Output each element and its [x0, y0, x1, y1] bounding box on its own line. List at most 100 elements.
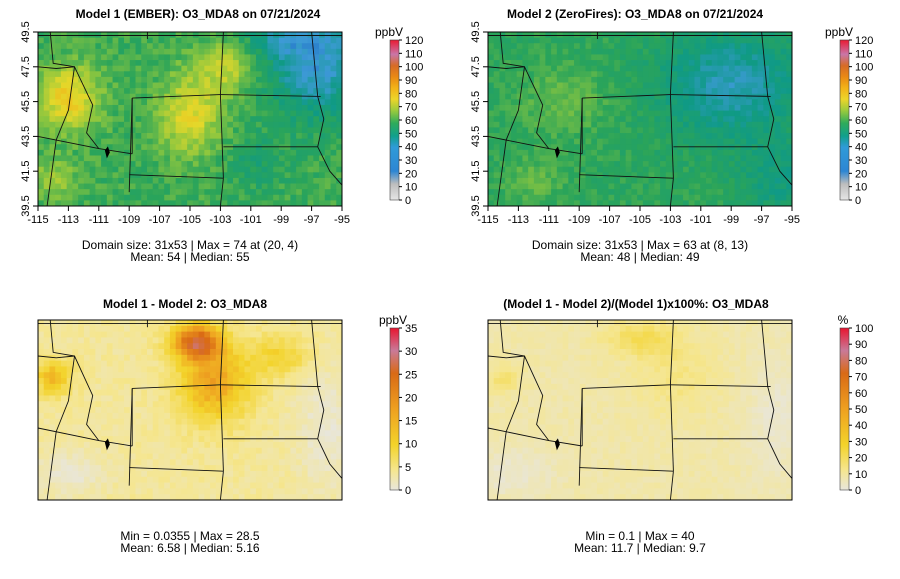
- raster-cell: [158, 354, 165, 362]
- raster-cell: [619, 189, 627, 196]
- raster-cell: [95, 441, 102, 449]
- raster-cell: [198, 88, 205, 95]
- raster-cell: [244, 447, 251, 454]
- raster-cell: [204, 116, 211, 123]
- raster-cell: [528, 172, 535, 179]
- raster-cell: [780, 166, 787, 173]
- raster-cell: [296, 476, 303, 483]
- raster-cell: [278, 337, 286, 344]
- raster-cell: [301, 121, 308, 128]
- raster-cell: [330, 32, 337, 39]
- raster-cell: [95, 337, 102, 344]
- raster-cell: [330, 65, 337, 72]
- raster-cell: [591, 161, 598, 168]
- raster-cell: [585, 166, 592, 173]
- raster-cell: [38, 401, 45, 408]
- raster-cell: [591, 76, 598, 83]
- raster-cell: [307, 337, 314, 344]
- raster-cell: [700, 172, 707, 179]
- raster-cell: [625, 110, 632, 117]
- raster-cell: [261, 144, 268, 151]
- raster-cell: [106, 366, 113, 373]
- state-borders: [487, 31, 793, 207]
- raster-cell: [694, 43, 701, 50]
- raster-cell: [83, 482, 91, 489]
- raster-cell: [290, 447, 297, 454]
- raster-cell: [591, 127, 598, 134]
- raster-cell: [152, 71, 159, 78]
- raster-cell: [763, 99, 770, 106]
- raster-cell: [233, 189, 240, 196]
- raster-cell: [631, 71, 638, 78]
- raster-cell: [660, 177, 667, 184]
- raster-cell: [319, 354, 326, 362]
- state-border: [37, 135, 99, 150]
- raster-cell: [255, 71, 263, 78]
- raster-cell: [66, 133, 73, 140]
- raster-cell: [757, 138, 764, 145]
- raster-cell: [683, 110, 690, 117]
- raster-cell: [221, 194, 228, 201]
- raster-cell: [221, 189, 228, 196]
- raster-cell: [284, 343, 291, 350]
- raster-cell: [210, 447, 217, 454]
- raster-cell: [244, 183, 251, 190]
- state-border: [496, 31, 526, 207]
- raster-cell: [671, 37, 678, 44]
- raster-cell: [608, 82, 615, 89]
- raster-cell: [187, 138, 194, 145]
- raster-cell: [774, 48, 781, 55]
- raster-cell: [175, 465, 182, 472]
- raster-cell: [95, 144, 102, 151]
- raster-cell: [568, 149, 575, 156]
- raster-cell: [510, 127, 518, 134]
- raster-cell: [181, 166, 188, 173]
- raster-cell: [533, 144, 541, 151]
- raster-cell: [101, 76, 108, 83]
- raster-cell: [568, 144, 575, 151]
- raster-cell: [215, 76, 222, 83]
- raster-cell: [774, 43, 781, 50]
- raster-cell: [204, 32, 211, 39]
- raster-cell: [261, 32, 268, 39]
- raster-cell: [55, 161, 62, 168]
- raster-cell: [198, 383, 205, 391]
- raster-cell: [78, 378, 85, 385]
- raster-cell: [210, 194, 217, 201]
- raster-cell: [533, 177, 541, 184]
- raster-cell: [700, 177, 707, 184]
- raster-cell: [238, 343, 245, 350]
- raster-cell: [169, 133, 177, 140]
- raster-cell: [175, 76, 182, 83]
- raster-cell: [313, 325, 320, 333]
- raster-cell: [336, 138, 343, 145]
- raster-cell: [330, 337, 337, 344]
- raster-cell: [596, 65, 604, 72]
- raster-cell: [95, 99, 102, 106]
- raster-cell: [751, 138, 758, 145]
- raster-cell: [60, 177, 68, 184]
- raster-cell: [267, 104, 274, 111]
- raster-cell: [683, 48, 690, 55]
- raster-cell: [83, 360, 91, 367]
- raster-cell: [313, 43, 320, 50]
- raster-cell: [591, 149, 598, 156]
- raster-cell: [301, 71, 308, 78]
- raster-cell: [648, 127, 655, 134]
- raster-cell: [568, 161, 575, 168]
- raster-cell: [763, 155, 770, 162]
- raster-cell: [780, 149, 787, 156]
- raster-cell: [43, 470, 50, 478]
- raster-cell: [187, 418, 194, 425]
- raster-cell: [198, 372, 205, 379]
- raster-cell: [301, 104, 308, 111]
- raster-cell: [522, 54, 529, 61]
- raster-cell: [204, 110, 211, 117]
- raster-cell: [38, 76, 45, 83]
- raster-cell: [118, 465, 125, 472]
- raster-cell: [95, 436, 102, 443]
- raster-cell: [296, 149, 303, 156]
- raster-cell: [244, 194, 251, 201]
- raster-cell: [250, 43, 257, 50]
- raster-cell: [574, 155, 581, 162]
